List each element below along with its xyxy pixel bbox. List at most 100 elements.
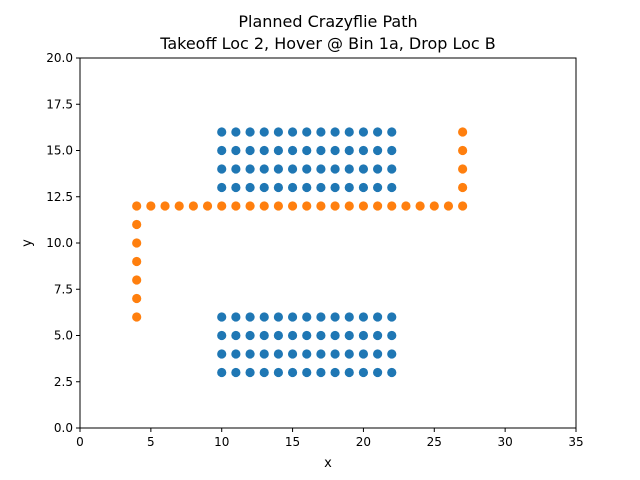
- x-tick-label: 10: [214, 435, 229, 449]
- scatter-points: [132, 127, 468, 378]
- scatter-point-series-1: [302, 330, 312, 341]
- scatter-point-series-2: [132, 312, 142, 322]
- x-tick-label: 20: [356, 435, 371, 449]
- scatter-point-series-1: [330, 182, 340, 193]
- scatter-point-series-1: [287, 349, 298, 359]
- scatter-point-series-1: [273, 127, 283, 137]
- scatter-point-series-1: [344, 182, 354, 193]
- scatter-point-series-1: [302, 145, 312, 156]
- scatter-point-series-1: [217, 164, 227, 174]
- x-tick-label: 0: [76, 435, 84, 449]
- scatter-point-series-1: [358, 127, 369, 137]
- x-tick-label: 15: [285, 435, 300, 449]
- scatter-point-series-1: [287, 145, 298, 156]
- scatter-point-series-1: [259, 182, 269, 193]
- scatter-point-series-1: [316, 164, 326, 174]
- scatter-point-series-2: [458, 164, 468, 174]
- scatter-point-series-2: [259, 201, 269, 211]
- scatter-point-series-2: [202, 201, 213, 211]
- scatter-point-series-1: [387, 127, 397, 137]
- scatter-point-series-1: [316, 312, 326, 322]
- scatter-point-series-1: [217, 127, 227, 137]
- scatter-point-series-1: [373, 330, 383, 341]
- scatter-point-series-1: [287, 367, 298, 378]
- scatter-point-series-1: [245, 127, 255, 137]
- scatter-point-series-1: [344, 312, 354, 322]
- scatter-point-series-1: [217, 330, 227, 341]
- scatter-point-series-1: [217, 349, 227, 359]
- scatter-point-series-1: [358, 145, 369, 156]
- y-tick-label: 2.5: [54, 375, 73, 389]
- scatter-point-series-2: [132, 256, 142, 267]
- scatter-point-series-1: [231, 182, 241, 193]
- scatter-point-series-1: [330, 127, 340, 137]
- scatter-point-series-2: [373, 201, 383, 211]
- y-tick-label: 17.5: [46, 97, 73, 111]
- scatter-point-series-1: [231, 164, 241, 174]
- scatter-point-series-1: [259, 367, 269, 378]
- scatter-point-series-1: [344, 164, 354, 174]
- scatter-point-series-1: [259, 127, 269, 137]
- scatter-point-series-1: [387, 330, 397, 341]
- scatter-point-series-2: [458, 182, 468, 193]
- scatter-point-series-2: [273, 201, 283, 211]
- scatter-point-series-1: [273, 182, 283, 193]
- y-axis-ticks: 0.0 2.5 5.0 7.5 10.0 12.5 15.0 17.5 20.0: [46, 51, 80, 435]
- scatter-point-series-2: [443, 201, 454, 211]
- scatter-point-series-2: [458, 127, 468, 137]
- scatter-point-series-1: [344, 349, 354, 359]
- x-tick-label: 5: [147, 435, 155, 449]
- scatter-point-series-2: [429, 201, 439, 211]
- scatter-point-series-1: [259, 164, 269, 174]
- scatter-point-series-1: [217, 182, 227, 193]
- scatter-point-series-2: [132, 238, 142, 248]
- scatter-point-series-1: [231, 349, 241, 359]
- scatter-point-series-1: [373, 145, 383, 156]
- scatter-point-series-1: [245, 164, 255, 174]
- y-tick-label: 15.0: [46, 144, 73, 158]
- scatter-point-series-1: [330, 164, 340, 174]
- scatter-point-series-1: [344, 145, 354, 156]
- scatter-point-series-1: [373, 182, 383, 193]
- scatter-point-series-2: [287, 201, 298, 211]
- scatter-point-series-1: [287, 164, 298, 174]
- scatter-point-series-1: [373, 367, 383, 378]
- scatter-point-series-1: [316, 145, 326, 156]
- scatter-point-series-1: [302, 127, 312, 137]
- scatter-point-series-1: [330, 145, 340, 156]
- scatter-point-series-1: [259, 349, 269, 359]
- scatter-point-series-1: [245, 349, 255, 359]
- scatter-point-series-1: [344, 367, 354, 378]
- scatter-point-series-2: [174, 201, 184, 211]
- y-tick-label: 7.5: [54, 282, 73, 296]
- scatter-point-series-1: [287, 182, 298, 193]
- scatter-point-series-1: [245, 367, 255, 378]
- y-tick-label: 5.0: [54, 329, 73, 343]
- scatter-point-series-1: [387, 182, 397, 193]
- scatter-point-series-1: [330, 330, 340, 341]
- scatter-point-series-1: [259, 145, 269, 156]
- scatter-point-series-2: [458, 201, 468, 211]
- x-tick-label: 25: [427, 435, 442, 449]
- scatter-point-series-2: [132, 219, 142, 230]
- scatter-point-series-1: [330, 349, 340, 359]
- scatter-point-series-1: [387, 367, 397, 378]
- scatter-point-series-1: [330, 312, 340, 322]
- y-tick-label: 12.5: [46, 190, 73, 204]
- scatter-point-series-1: [231, 312, 241, 322]
- scatter-point-series-2: [387, 201, 397, 211]
- scatter-point-series-2: [132, 201, 142, 211]
- scatter-point-series-2: [401, 201, 411, 211]
- scatter-point-series-1: [273, 367, 283, 378]
- scatter-point-series-1: [273, 349, 283, 359]
- scatter-point-series-2: [302, 201, 312, 211]
- scatter-point-series-1: [302, 182, 312, 193]
- scatter-point-series-1: [373, 127, 383, 137]
- y-tick-label: 10.0: [46, 236, 73, 250]
- scatter-point-series-1: [358, 312, 369, 322]
- scatter-point-series-2: [415, 201, 425, 211]
- scatter-point-series-1: [287, 330, 298, 341]
- x-axis-ticks: 0 5 10 15 20 25 30 35: [76, 428, 584, 449]
- scatter-point-series-1: [273, 330, 283, 341]
